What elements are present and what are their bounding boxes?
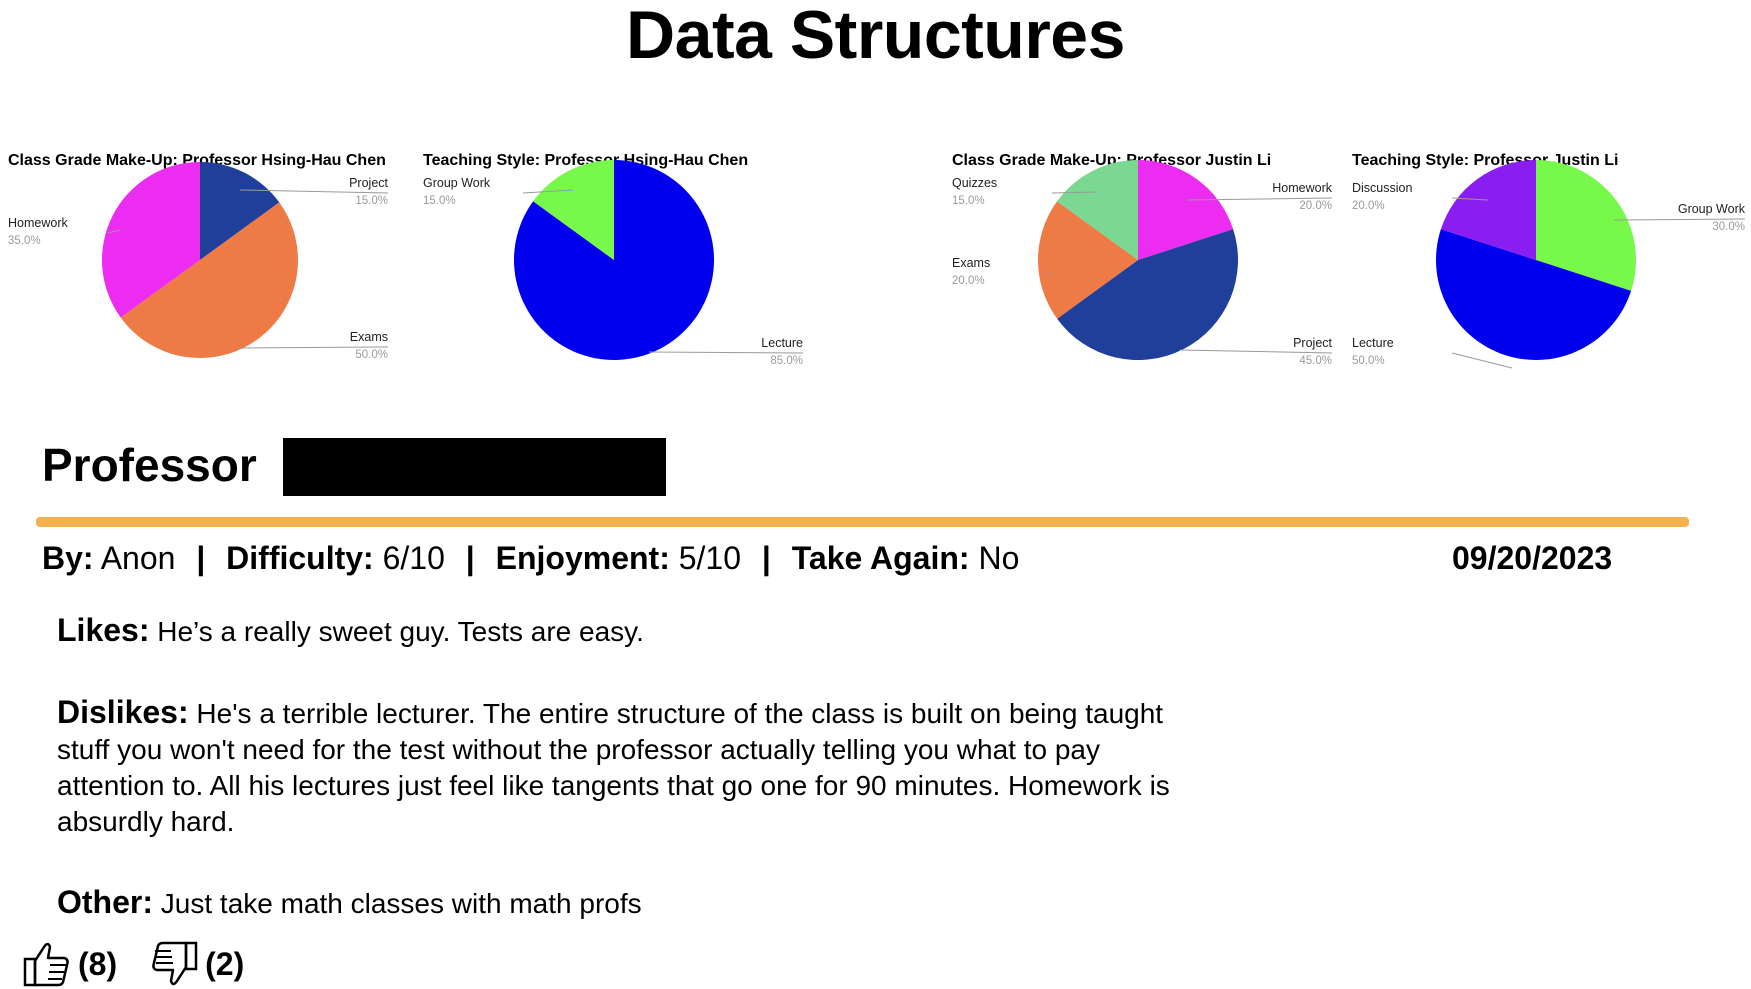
thumbs-up-icon [23, 942, 69, 987]
by-value: Anon [100, 540, 176, 576]
leader-line-project [239, 189, 389, 194]
pie-slice-project [200, 162, 280, 260]
chart-title: Teaching Style: Professor Hsing-Hau Chen [423, 152, 749, 169]
likes-label: Likes: [57, 612, 150, 648]
chart-title: Class Grade Make-Up: Professor Hsing-Hau… [8, 152, 386, 169]
thumbs-down-icon [152, 941, 198, 986]
slice-percent-homework: 35.0% [8, 235, 41, 247]
leader-line-exams [237, 346, 389, 349]
dislikes-label: Dislikes: [57, 694, 189, 730]
likes-section: Likes: He’s a really sweet guy. Tests ar… [57, 612, 1177, 650]
review-date: 09/20/2023 [1452, 540, 1613, 576]
other-label: Other: [57, 884, 153, 920]
leader-line-lecture [648, 351, 804, 354]
slice-label-lecture: Lecture [761, 336, 803, 350]
pie-slice-discussion [1440, 160, 1536, 260]
slice-label-group-work: Group Work [1678, 202, 1746, 216]
by-label: By: [42, 540, 94, 576]
leader-line-quizzes [1051, 191, 1098, 194]
slice-percent-project: 45.0% [1299, 355, 1332, 367]
dislikes-section: Dislikes: He's a terrible lecturer. The … [57, 694, 1177, 840]
take-again-label: Take Again: [791, 540, 970, 576]
divider [36, 517, 1689, 527]
difficulty-label: Difficulty: [226, 540, 374, 576]
slice-percent-quizzes: 15.0% [952, 195, 985, 207]
meta-separator: | [761, 540, 771, 576]
slice-label-project: Project [349, 176, 388, 190]
meta-separator: | [465, 540, 475, 576]
pie-slice-project [1057, 229, 1238, 360]
slice-percent-exams: 20.0% [952, 275, 985, 287]
page-title: Data Structures [626, 0, 1125, 73]
slice-label-lecture: Lecture [1352, 336, 1394, 350]
chart-teaching-li: Teaching Style: Professor Justin Li Grou… [1352, 152, 1746, 392]
slice-label-homework: Homework [1272, 181, 1332, 195]
pie-chart-svg: Group Work 30.0% Lecture 50.0% Discussion 20.… [1352, 160, 1746, 369]
slice-percent-project: 15.0% [355, 195, 388, 207]
leader-line-homework [1186, 197, 1333, 201]
review-meta: By: Anon | Difficulty: 6/10 | Enjoyment:… [42, 538, 1019, 578]
slice-percent-exams: 50.0% [355, 349, 388, 361]
take-again-value: No [978, 540, 1020, 576]
slice-label-homework: Homework [8, 216, 68, 230]
slice-label-group-work: Group Work [423, 176, 491, 190]
slice-percent-group-work: 30.0% [1712, 221, 1745, 233]
slice-percent-group-work: 15.0% [423, 195, 456, 207]
other-text: Just take math classes with math profs [160, 888, 642, 919]
difficulty-value: 6/10 [382, 540, 445, 576]
pie-slice-group-work [1536, 160, 1636, 291]
enjoyment-label: Enjoyment: [495, 540, 670, 576]
vote-bar: (8) (2) [22, 939, 244, 989]
chart-grade-chen: Class Grade Make-Up: Professor Hsing-Hau… [8, 152, 408, 392]
redacted-name [283, 438, 666, 496]
leader-line-discussion [1451, 197, 1489, 201]
leader-line-lecture [1451, 352, 1513, 369]
meta-separator: | [196, 540, 206, 576]
likes-text: He’s a really sweet guy. Tests are easy. [157, 616, 644, 647]
professor-heading: Professor [42, 439, 257, 491]
pie-slice-quizzes [1057, 160, 1138, 260]
chart-teaching-chen: Teaching Style: Professor Hsing-Hau Chen… [423, 152, 823, 392]
pie-chart-svg: Lecture 85.0% Group Work 15.0% [423, 160, 804, 367]
thumbs-up-button[interactable]: (8) [22, 939, 117, 989]
leader-line-group-work [522, 189, 574, 194]
pie-slice-exams [1038, 201, 1138, 319]
pie-slice-lecture [1436, 229, 1632, 360]
dislikes-text: He's a terrible lecturer. The entire str… [57, 698, 1170, 837]
pie-slice-group-work [533, 160, 614, 260]
chart-title: Class Grade Make-Up: Professor Justin Li [952, 152, 1272, 169]
slice-percent-homework: 20.0% [1299, 200, 1332, 212]
leader-line-homework [107, 229, 121, 234]
slice-percent-lecture: 50.0% [1352, 355, 1385, 367]
leader-line-group-work [1613, 218, 1746, 221]
chart-grade-li: Class Grade Make-Up: Professor Justin Li… [952, 152, 1352, 392]
slice-label-exams: Exams [952, 256, 990, 270]
thumbs-down-count: (2) [205, 945, 245, 982]
pie-slice-exams [120, 202, 298, 358]
pie-chart-svg: Homework 20.0% Project 45.0% Exams 20.0% Quizz… [952, 160, 1333, 367]
slice-label-quizzes: Quizzes [952, 176, 997, 190]
slice-label-discussion: Discussion [1352, 181, 1412, 195]
leader-line-project [1179, 349, 1333, 354]
slice-label-exams: Exams [350, 330, 388, 344]
slice-percent-discussion: 20.0% [1352, 200, 1385, 212]
enjoyment-value: 5/10 [678, 540, 742, 576]
thumbs-up-count: (8) [78, 945, 118, 982]
thumbs-down-button[interactable]: (2) [149, 939, 244, 989]
other-section: Other: Just take math classes with math … [57, 884, 1177, 922]
pie-chart-svg: Project 15.0% Exams 50.0% Homework 35.0% [8, 162, 389, 361]
slice-percent-lecture: 85.0% [770, 355, 803, 367]
slice-label-project: Project [1293, 336, 1332, 350]
pie-slice-homework [1138, 160, 1234, 260]
pie-slice-homework [102, 162, 200, 318]
leader-line-exams [1047, 272, 1053, 277]
